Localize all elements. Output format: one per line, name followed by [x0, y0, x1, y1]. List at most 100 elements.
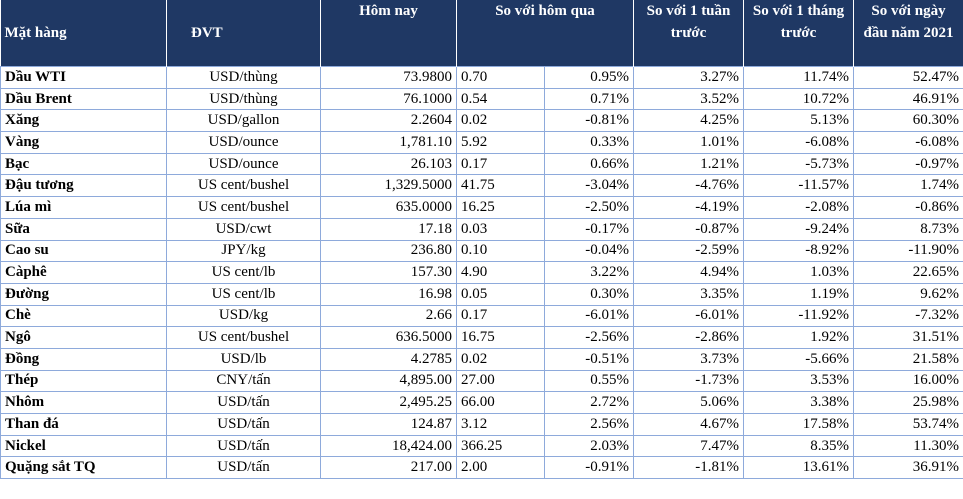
cell-vs-month: 5.13%	[743, 109, 854, 133]
cell-vs-month: -6.08%	[743, 131, 854, 154]
header-vs-yesterday: So với hôm qua	[456, 0, 634, 67]
table-row: Nhôm USD/tấn 2,495.25 66.00 2.72% 5.06% 3.38% 2…	[0, 391, 963, 414]
cell-vs-month: 13.61%	[743, 456, 854, 480]
cell-name: Nickel	[0, 434, 167, 458]
cell-vs-week: -4.76%	[633, 174, 744, 198]
table-row: Cao su JPY/kg 236.80 0.10 -0.04% -2.59% -8.92%…	[0, 239, 963, 263]
cell-today: 636.5000	[320, 326, 457, 349]
cell-today: 157.30	[320, 261, 457, 284]
cell-change: 16.25	[456, 196, 545, 219]
cell-unit: USD/lb	[166, 347, 321, 371]
cell-vs-week: 1.01%	[633, 131, 744, 154]
cell-vs-year: 11.30%	[853, 434, 963, 458]
cell-unit: USD/tấn	[166, 391, 321, 414]
cell-vs-week: -1.73%	[633, 369, 744, 393]
cell-change: 0.02	[456, 109, 545, 133]
cell-name: Bạc	[0, 152, 167, 176]
cell-vs-year: 25.98%	[853, 391, 963, 414]
cell-change-pct: 0.95%	[544, 66, 634, 89]
cell-vs-month: -11.92%	[743, 304, 854, 328]
cell-change-pct: -6.01%	[544, 304, 634, 328]
cell-unit: US cent/bushel	[166, 326, 321, 349]
cell-name: Đậu tương	[0, 174, 167, 198]
cell-vs-week: 3.73%	[633, 347, 744, 371]
cell-vs-week: -4.19%	[633, 196, 744, 219]
cell-today: 2.66	[320, 304, 457, 328]
cell-vs-month: -2.08%	[743, 196, 854, 219]
cell-unit: USD/ounce	[166, 131, 321, 154]
table-row: Xăng USD/gallon 2.2604 0.02 -0.81% 4.25% 5.13%…	[0, 109, 963, 133]
table-row: Than đá USD/tấn 124.87 3.12 2.56% 4.67% 17.58%…	[0, 413, 963, 436]
cell-vs-month: 1.92%	[743, 326, 854, 349]
cell-change-pct: -0.91%	[544, 456, 634, 480]
cell-unit: USD/ounce	[166, 152, 321, 176]
cell-today: 16.98	[320, 282, 457, 306]
cell-change: 0.17	[456, 304, 545, 328]
table-row: Dầu Brent USD/thùng 76.1000 0.54 0.71% 3.52% 1…	[0, 87, 963, 111]
cell-vs-month: 8.35%	[743, 434, 854, 458]
cell-vs-week: 4.25%	[633, 109, 744, 133]
cell-today: 1,781.10	[320, 131, 457, 154]
cell-change-pct: -2.50%	[544, 196, 634, 219]
cell-name: Chè	[0, 304, 167, 328]
cell-vs-month: 3.53%	[743, 369, 854, 393]
cell-vs-year: 36.91%	[853, 456, 963, 480]
cell-change-pct: 0.33%	[544, 131, 634, 154]
cell-change: 0.02	[456, 347, 545, 371]
cell-vs-week: -6.01%	[633, 304, 744, 328]
cell-vs-month: 1.03%	[743, 261, 854, 284]
cell-vs-year: 9.62%	[853, 282, 963, 306]
table-header: Mặt hàng ĐVT Hôm nay So với hôm qua So v…	[0, 0, 963, 67]
cell-today: 18,424.00	[320, 434, 457, 458]
cell-vs-year: 8.73%	[853, 217, 963, 241]
cell-change-pct: -3.04%	[544, 174, 634, 198]
cell-vs-week: 5.06%	[633, 391, 744, 414]
table-row: Dầu WTI USD/thùng 73.9800 0.70 0.95% 3.27% 11.…	[0, 66, 963, 89]
cell-name: Xăng	[0, 109, 167, 133]
cell-vs-week: 4.67%	[633, 413, 744, 436]
cell-change-pct: 2.56%	[544, 413, 634, 436]
cell-change: 0.17	[456, 152, 545, 176]
table-row: Lúa mì US cent/bushel 635.0000 16.25 -2.50% -…	[0, 196, 963, 219]
table-row: Vàng USD/ounce 1,781.10 5.92 0.33% 1.01% -6.08…	[0, 131, 963, 154]
cell-name: Ngô	[0, 326, 167, 349]
cell-change: 27.00	[456, 369, 545, 393]
cell-change: 0.05	[456, 282, 545, 306]
cell-today: 17.18	[320, 217, 457, 241]
cell-vs-week: 3.52%	[633, 87, 744, 111]
cell-vs-month: -9.24%	[743, 217, 854, 241]
cell-vs-year: -0.86%	[853, 196, 963, 219]
cell-name: Đường	[0, 282, 167, 306]
cell-name: Dầu Brent	[0, 87, 167, 111]
cell-vs-week: -0.87%	[633, 217, 744, 241]
cell-vs-year: -7.32%	[853, 304, 963, 328]
header-today: Hôm nay	[320, 0, 457, 67]
cell-today: 635.0000	[320, 196, 457, 219]
cell-change-pct: 2.72%	[544, 391, 634, 414]
header-item: Mặt hàng	[0, 0, 167, 67]
cell-today: 4.2785	[320, 347, 457, 371]
cell-today: 236.80	[320, 239, 457, 263]
table-row: Ngô US cent/bushel 636.5000 16.75 -2.56% -2.8…	[0, 326, 963, 349]
cell-vs-week: 7.47%	[633, 434, 744, 458]
cell-unit: US cent/lb	[166, 282, 321, 306]
cell-change-pct: 3.22%	[544, 261, 634, 284]
table-row: Sữa USD/cwt 17.18 0.03 -0.17% -0.87% -9.24% 8.7…	[0, 217, 963, 241]
cell-vs-month: -5.73%	[743, 152, 854, 176]
table-row: Thép CNY/tấn 4,895.00 27.00 0.55% -1.73% 3.53%…	[0, 369, 963, 393]
cell-today: 124.87	[320, 413, 457, 436]
cell-vs-year: -0.97%	[853, 152, 963, 176]
cell-name: Thép	[0, 369, 167, 393]
cell-unit: USD/tấn	[166, 456, 321, 480]
cell-vs-month: -11.57%	[743, 174, 854, 198]
table-row: Đồng USD/lb 4.2785 0.02 -0.51% 3.73% -5.66% 21.…	[0, 347, 963, 371]
cell-change-pct: 2.03%	[544, 434, 634, 458]
header-vs-year: So với ngày đầu năm 2021	[853, 0, 963, 67]
table-row: Nickel USD/tấn 18,424.00 366.25 2.03% 7.47% 8.…	[0, 434, 963, 458]
cell-vs-year: -6.08%	[853, 131, 963, 154]
cell-today: 4,895.00	[320, 369, 457, 393]
cell-vs-month: 3.38%	[743, 391, 854, 414]
header-vs-week: So với 1 tuần trước	[633, 0, 744, 67]
cell-name: Đồng	[0, 347, 167, 371]
cell-name: Than đá	[0, 413, 167, 436]
